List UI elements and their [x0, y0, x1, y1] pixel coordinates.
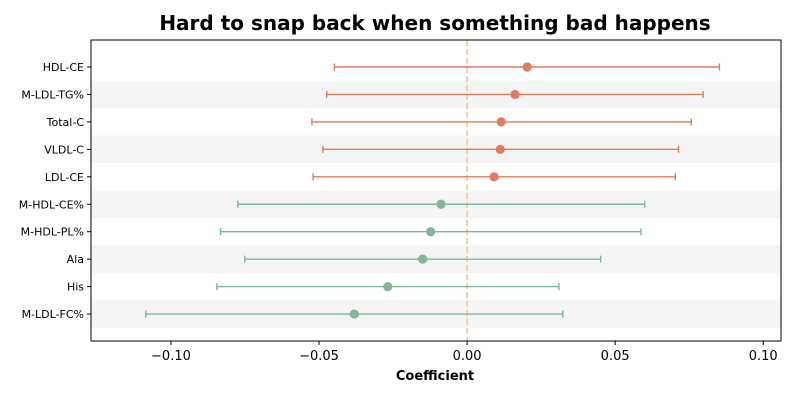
- y-tick-label: M-HDL-PL%: [21, 226, 84, 239]
- y-tick-label: Ala: [67, 253, 84, 266]
- y-tick-label: M-LDL-TG%: [21, 88, 84, 101]
- estimate-point: [349, 309, 359, 319]
- errorbar-row: [216, 282, 560, 292]
- errorbar-row: [145, 309, 564, 319]
- x-tick-label: −0.10: [151, 349, 191, 364]
- y-tick-label: LDL-CE: [45, 171, 84, 184]
- x-tick-label: 0.10: [749, 349, 778, 364]
- estimate-point: [496, 117, 506, 127]
- errorbar-row: [322, 144, 680, 154]
- errorbar-row: [311, 117, 692, 127]
- estimate-point: [383, 282, 393, 292]
- estimate-point: [510, 89, 520, 100]
- y-tick-label: Total-C: [46, 116, 85, 129]
- estimate-point: [436, 199, 446, 209]
- x-axis-label: Coefficient: [396, 369, 474, 384]
- y-tick-label: M-HDL-CE%: [19, 198, 84, 211]
- y-tick-label: VLDL-C: [44, 143, 84, 156]
- y-axis: HDL-CE M-LDL-TG% Total-C VLDL-C LDL-CE M-HDL-…: [19, 61, 91, 321]
- y-tick-label: His: [67, 281, 84, 294]
- errorbar-row: [326, 89, 704, 100]
- y-tick-label: HDL-CE: [43, 61, 84, 74]
- errorbar-row: [237, 199, 646, 209]
- error-bars: [145, 62, 721, 319]
- errorbar-row: [312, 172, 676, 182]
- y-tick-label: M-LDL-FC%: [22, 308, 84, 321]
- x-axis: −0.10 −0.05 0.00 0.05 0.10: [151, 341, 778, 364]
- chart-title: Hard to snap back when something bad hap…: [159, 11, 710, 35]
- estimate-point: [489, 172, 499, 182]
- x-tick-label: 0.05: [601, 349, 630, 364]
- plot-frame: [90, 39, 782, 342]
- estimate-point: [418, 254, 428, 264]
- errorbar-row: [243, 254, 602, 264]
- x-tick-label: 0.00: [453, 349, 482, 364]
- estimate-point: [495, 144, 505, 154]
- errorbar-row: [333, 62, 721, 72]
- estimate-point: [522, 62, 532, 72]
- estimate-point: [426, 227, 436, 237]
- errorbar-row: [219, 227, 642, 237]
- x-tick-label: −0.05: [299, 349, 339, 364]
